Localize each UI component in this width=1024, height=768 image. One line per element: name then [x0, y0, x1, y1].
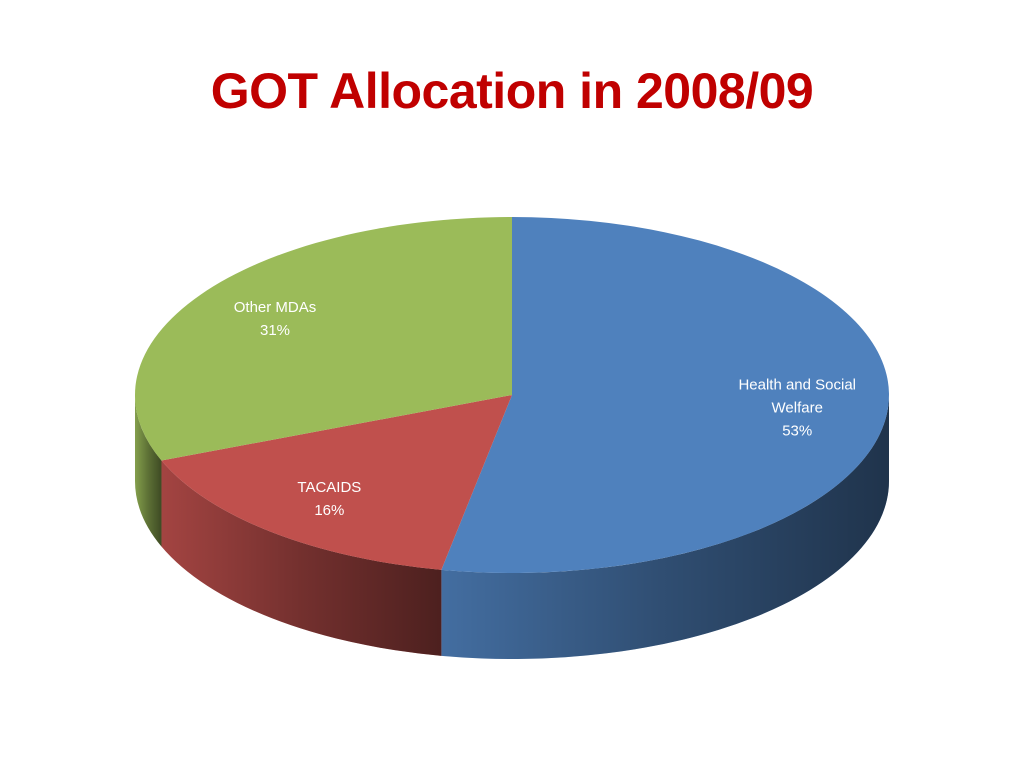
side-shade: [441, 395, 889, 659]
slice: [135, 217, 512, 461]
category-label: Other MDAs: [233, 298, 317, 316]
category-label: TACAIDS: [297, 479, 362, 497]
value-label: 31%: [260, 321, 291, 339]
slice: [161, 395, 513, 570]
slice-label: Health and Social Welfare 53%: [712, 373, 882, 442]
category-label: Health and Social Welfare: [738, 376, 857, 417]
chart-title: GOT Allocation in 2008/09: [210, 63, 814, 119]
slice-label: Other MDAs 31%: [190, 296, 360, 342]
value-label: 53%: [782, 422, 813, 440]
side-shade: [135, 395, 162, 547]
slice-label: TACAIDS 16%: [244, 476, 414, 522]
side-shade: [161, 460, 442, 656]
value-label: 16%: [314, 502, 345, 520]
slice: [441, 217, 890, 573]
